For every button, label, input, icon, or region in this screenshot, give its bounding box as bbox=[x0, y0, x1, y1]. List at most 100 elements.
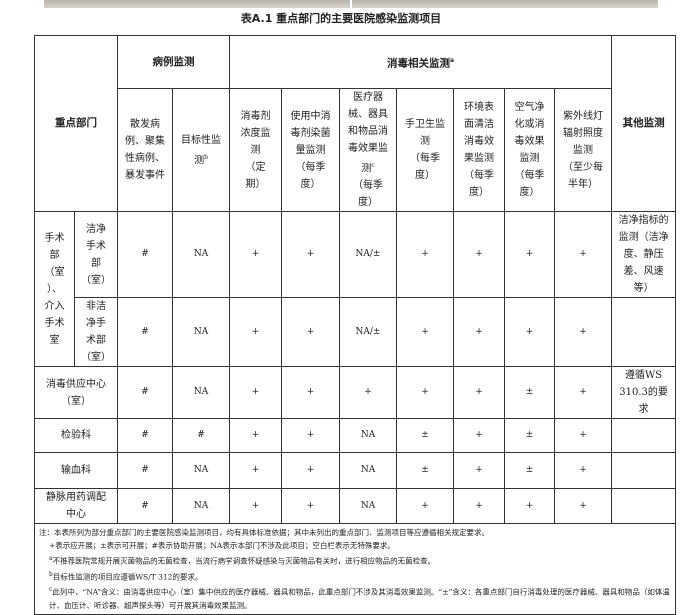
cell-value: + bbox=[281, 452, 340, 490]
cell-value: + bbox=[281, 366, 340, 420]
cell-value: + bbox=[553, 211, 613, 299]
header-row-group: 重点部门 病例监测 消毒相关监测a 其他监测 bbox=[34, 34, 677, 213]
monitoring-table: 重点部门 病例监测 消毒相关监测a 其他监测 散发病 例、聚集 性病例、 暴发事… bbox=[33, 34, 677, 615]
cell-value: + bbox=[229, 452, 282, 490]
cell-value: + bbox=[281, 211, 340, 299]
header-col-0: 散发病 例、聚集 性病例、 暴发事件 bbox=[117, 87, 173, 213]
cell-value: NA/± bbox=[339, 211, 397, 299]
header-col-label: 使用中消 毒剂染菌 量监测 （每季 度） bbox=[290, 110, 331, 190]
cell-value: + bbox=[553, 452, 613, 490]
cell-value: + bbox=[229, 488, 282, 525]
cell-value: + bbox=[553, 488, 613, 525]
cell-value: NA bbox=[172, 488, 230, 525]
cell-value: ± bbox=[504, 452, 555, 490]
header-col-1: 目标性监 测b bbox=[172, 87, 230, 213]
notes-row: 注：本表所列为部分重点部门的主要医院感染监测项目，均有具体标准依据；其中未列出的… bbox=[33, 523, 677, 615]
note-c: c此列中，“NA”含义：由消毒供应中心（室）集中供应的医疗器械、器具和物品，此重… bbox=[39, 583, 671, 612]
cell-value: NA bbox=[339, 452, 397, 490]
header-col-suffix: （每季 度） bbox=[353, 180, 383, 209]
header-disinfection-monitoring: 消毒相关监测a bbox=[228, 35, 613, 89]
cell-value: # bbox=[117, 452, 173, 490]
header-col-label: 空气净 化或消 毒效果 监测 （每季 度） bbox=[514, 102, 545, 199]
cell-value: + bbox=[453, 297, 505, 368]
header-col-label: 环境表 面清洁 消毒效 果监测 （每季 度） bbox=[464, 102, 494, 199]
table-title: 表A.1 重点部门的主要医院感染监测项目 bbox=[240, 12, 442, 25]
cell-value: + bbox=[504, 211, 555, 299]
cell-value: + bbox=[229, 366, 282, 420]
note-b-text: 目标性监测的项目应遵循WS/T 312的要求。 bbox=[52, 572, 203, 582]
cell-value: ± bbox=[504, 366, 555, 420]
header-col-label: 散发病 例、聚集 性病例、 暴发事件 bbox=[125, 119, 165, 182]
dept-name: 输血科 bbox=[34, 452, 118, 490]
footnote-mark: b bbox=[204, 153, 208, 161]
cell-value: + bbox=[396, 297, 454, 368]
footnote-mark: c bbox=[371, 162, 375, 169]
header-case-monitoring: 病例监测 bbox=[117, 35, 230, 89]
cell-value: + bbox=[229, 297, 282, 368]
header-col-8: 紫外线灯 辐射照度 监测 （至少每 半年） bbox=[553, 87, 613, 213]
header-col-label: 手卫生监 测 （每季 度） bbox=[405, 119, 445, 182]
note-a-text: 不推荐医院常规开展灭菌物品的无菌检查，当流行病学调查怀疑感染与灭菌物品有关时，进… bbox=[52, 556, 436, 566]
header-col-2: 消毒剂 浓度监 测 （定 期） bbox=[229, 87, 282, 213]
cell-value: NA bbox=[172, 297, 230, 368]
cell-value: NA bbox=[339, 418, 397, 454]
cell-value: # bbox=[117, 211, 173, 299]
cell-value: + bbox=[553, 297, 613, 368]
header-col-label: 目标性监 测 bbox=[181, 134, 221, 166]
cell-value: NA/± bbox=[339, 297, 397, 368]
note-0: 注：本表所列为部分重点部门的主要医院感染监测项目，均有具体标准依据；其中未列出的… bbox=[39, 528, 489, 538]
table-row: 手术 部 （室 ）、 介入 手术 室洁净 手术 部 （室） # NA + + NA/± + +… bbox=[34, 211, 677, 368]
note-a: a不推荐医院常规开展灭菌物品的无菌检查，当流行病学调查怀疑感染与灭菌物品有关时，… bbox=[39, 552, 671, 568]
table-row: 检验科 # # + + NA ± + ± + bbox=[34, 418, 677, 454]
scanned-page-edge-left bbox=[44, 0, 350, 8]
dept-name: 洁净 手术 部 （室） bbox=[74, 211, 118, 299]
note-b: b目标性监测的项目应遵循WS/T 312的要求。 bbox=[39, 568, 671, 584]
notes: 注：本表所列为部分重点部门的主要医院感染监测项目，均有具体标准依据；其中未列出的… bbox=[33, 523, 677, 615]
cell-value: # bbox=[172, 418, 230, 454]
cell-value: NA bbox=[172, 452, 230, 490]
cell-value: ± bbox=[504, 418, 555, 454]
cell-value: NA bbox=[339, 488, 397, 525]
header-col-label: 紫外线灯 辐射照度 监测 （至少每 半年） bbox=[563, 110, 604, 190]
cell-value: + bbox=[453, 366, 505, 420]
header-col-4: 医疗器 械、器具 和物品消 毒效果监 测c （每季 度） bbox=[339, 87, 397, 213]
header-col-7: 空气净 化或消 毒效果 监测 （每季 度） bbox=[504, 87, 555, 213]
header-col-label: 医疗器 械、器具 和物品消 毒效果监 测 bbox=[348, 92, 388, 175]
cell-value: + bbox=[281, 418, 340, 454]
table-row: 静脉用药调配 中心 # NA + + NA + + + + bbox=[34, 488, 677, 525]
header-disinfection-label: 消毒相关监测 bbox=[387, 57, 451, 70]
cell-value: + bbox=[453, 452, 505, 490]
cell-value: + bbox=[553, 418, 613, 454]
cell-value: # bbox=[117, 297, 173, 368]
header-col-3: 使用中消 毒剂染菌 量监测 （每季 度） bbox=[281, 87, 340, 213]
dept-name: 非洁 净手 术部 （室） bbox=[74, 297, 118, 368]
dept-name: 静脉用药调配 中心 bbox=[34, 488, 118, 525]
cell-value: + bbox=[453, 418, 505, 454]
cell-value: + bbox=[396, 211, 454, 299]
other-monitoring bbox=[611, 418, 677, 454]
cell-value: ± bbox=[396, 418, 454, 454]
header-other: 其他监测 bbox=[611, 34, 677, 213]
cell-value: NA bbox=[172, 366, 230, 420]
other-monitoring bbox=[611, 297, 677, 368]
dept-name: 消毒供应中心 （室） bbox=[34, 366, 118, 420]
table-row: 输血科 # NA + + NA ± + ± + bbox=[34, 452, 677, 490]
cell-value: # bbox=[117, 418, 173, 454]
header-col-5: 手卫生监 测 （每季 度） bbox=[396, 87, 454, 213]
note-c-text: 此列中，“NA”含义：由消毒供应中心（室）集中供应的医疗器械、器具和物品，此重点… bbox=[49, 587, 670, 610]
cell-value: + bbox=[229, 418, 282, 454]
cell-value: + bbox=[229, 211, 282, 299]
cell-value: + bbox=[453, 488, 505, 525]
footnote-mark: a bbox=[450, 56, 455, 64]
scanned-page-edge-right bbox=[352, 0, 658, 8]
dept-name: 检验科 bbox=[34, 418, 118, 454]
cell-value: + bbox=[281, 488, 340, 525]
note-1: +表示应开展；±表示可开展；#表示协助开展；NA表示本部门不涉及此项目；空白栏表… bbox=[49, 541, 395, 551]
cell-value: + bbox=[504, 297, 555, 368]
cell-value: + bbox=[339, 366, 397, 420]
table-row: 非洁 净手 术部 （室） # NA + + NA/± + + + + bbox=[35, 297, 677, 368]
cell-value: + bbox=[396, 488, 454, 525]
cell-value: + bbox=[281, 297, 340, 368]
cell-value: # bbox=[117, 488, 173, 525]
other-monitoring: 遵循WS 310.3的要 求 bbox=[611, 366, 677, 420]
